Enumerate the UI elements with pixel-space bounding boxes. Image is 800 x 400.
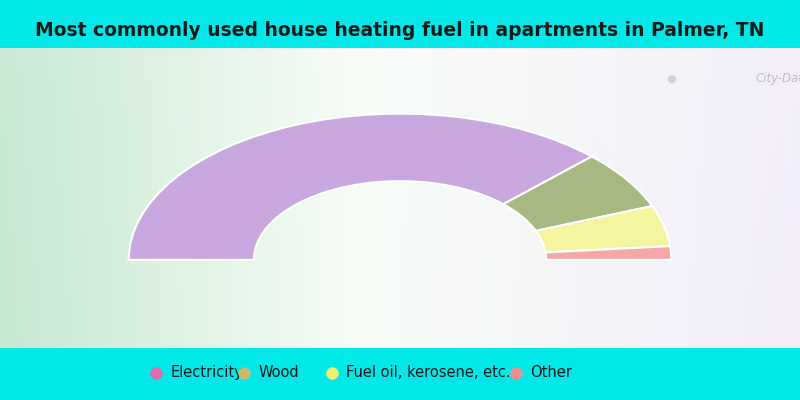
Text: Wood: Wood — [258, 366, 299, 380]
Wedge shape — [129, 114, 592, 260]
Text: Fuel oil, kerosene, etc.: Fuel oil, kerosene, etc. — [346, 366, 511, 380]
Text: ●: ● — [666, 74, 676, 84]
Text: Most commonly used house heating fuel in apartments in Palmer, TN: Most commonly used house heating fuel in… — [35, 21, 765, 40]
Wedge shape — [536, 206, 670, 252]
Text: Electricity: Electricity — [170, 366, 243, 380]
Text: Other: Other — [530, 366, 572, 380]
Wedge shape — [546, 246, 671, 260]
Wedge shape — [503, 156, 652, 231]
Text: City-Data.com: City-Data.com — [756, 72, 800, 85]
